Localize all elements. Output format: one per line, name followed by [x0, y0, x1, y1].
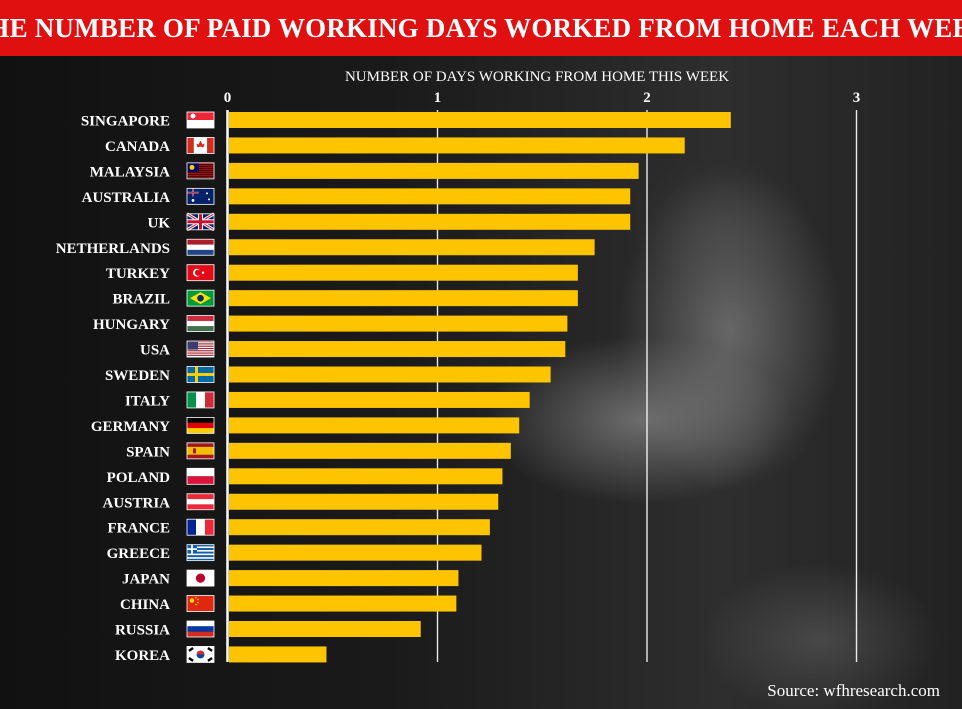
- bar-korea: [229, 646, 327, 663]
- bar-france: [229, 519, 490, 536]
- greece-flag-icon: [186, 544, 215, 562]
- category-label: RUSSIA: [115, 623, 170, 639]
- category-label: KOREA: [115, 648, 170, 664]
- bar-germany: [229, 417, 520, 434]
- category-label: NETHERLANDS: [56, 241, 170, 257]
- category-label: POLAND: [107, 470, 171, 486]
- bar-turkey: [229, 264, 578, 281]
- austria-flag-icon: [186, 493, 215, 511]
- bar-austria: [229, 493, 499, 510]
- canada-flag-icon: [186, 137, 215, 154]
- bar-japan: [229, 570, 459, 587]
- category-label: HUNGARY: [93, 317, 170, 333]
- bar-poland: [229, 468, 503, 485]
- category-label: AUSTRALIA: [82, 190, 171, 206]
- bar-singapore: [229, 112, 731, 128]
- singapore-flag-icon: [186, 111, 215, 129]
- bar-russia: [229, 621, 421, 637]
- bar-hungary: [229, 315, 568, 332]
- spain-flag-icon: [186, 442, 215, 460]
- uk-flag-icon: [186, 212, 215, 232]
- category-label: TURKEY: [106, 266, 170, 282]
- malaysia-flag-icon: [186, 162, 215, 180]
- bar-spain: [229, 442, 511, 459]
- bar-uk: [229, 213, 631, 230]
- category-label: FRANCE: [108, 521, 171, 537]
- category-label: USA: [140, 343, 170, 359]
- bar-canada: [229, 137, 685, 154]
- category-label: GERMANY: [91, 419, 170, 435]
- category-label: SWEDEN: [105, 368, 170, 384]
- bar-italy: [229, 391, 530, 408]
- france-flag-icon: [186, 518, 215, 536]
- italy-flag-icon: [186, 391, 215, 409]
- brazil-flag-icon: [186, 289, 215, 307]
- sweden-flag-icon: [186, 366, 215, 383]
- category-label: CANADA: [105, 139, 170, 155]
- hungary-flag-icon: [186, 315, 215, 333]
- chart-title: THE NUMBER OF PAID WORKING DAYS WORKED F…: [0, 12, 962, 43]
- bar-greece: [229, 544, 482, 561]
- category-label: SPAIN: [126, 444, 170, 460]
- category-label: SINGAPORE: [81, 114, 170, 130]
- x-tick-label: 2: [643, 90, 651, 106]
- bar-netherlands: [229, 239, 595, 256]
- category-label: JAPAN: [122, 572, 170, 588]
- australia-flag-icon: [186, 187, 215, 205]
- x-tick-label: 0: [224, 90, 232, 106]
- korea-flag-icon: [186, 646, 215, 663]
- bar-sweden: [229, 366, 551, 383]
- usa-flag-icon: [186, 340, 215, 358]
- category-label: CHINA: [120, 597, 170, 613]
- bar-malaysia: [229, 162, 639, 179]
- category-label: UK: [148, 215, 171, 231]
- source-credit: Source: wfhresearch.com: [767, 681, 940, 700]
- category-label: AUSTRIA: [102, 495, 170, 511]
- category-label: ITALY: [125, 393, 170, 409]
- germany-flag-icon: [186, 416, 215, 434]
- bar-china: [229, 595, 457, 612]
- bar-usa: [229, 341, 566, 358]
- china-flag-icon: [186, 595, 215, 612]
- title-bar: THE NUMBER OF PAID WORKING DAYS WORKED F…: [0, 0, 962, 56]
- category-label: MALAYSIA: [90, 164, 170, 180]
- x-tick-label: 1: [434, 90, 442, 106]
- japan-flag-icon: [186, 569, 215, 587]
- category-label: GREECE: [107, 546, 170, 562]
- poland-flag-icon: [186, 467, 215, 485]
- x-tick-label: 3: [853, 90, 861, 106]
- category-label: BRAZIL: [112, 292, 170, 308]
- turkey-flag-icon: [186, 264, 215, 282]
- bar-brazil: [229, 290, 578, 307]
- bar-australia: [229, 188, 631, 205]
- russia-flag-icon: [186, 620, 215, 638]
- netherlands-flag-icon: [186, 238, 215, 256]
- x-axis-label: NUMBER OF DAYS WORKING FROM HOME THIS WE…: [345, 69, 729, 85]
